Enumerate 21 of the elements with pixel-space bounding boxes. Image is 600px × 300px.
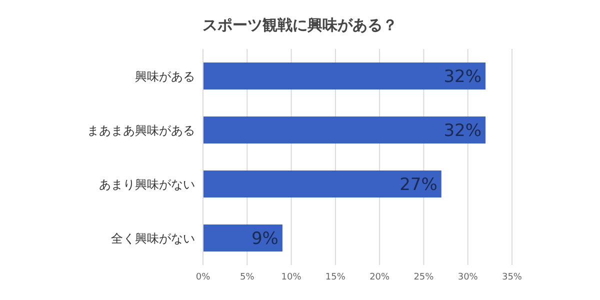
y-tick-label: 全く興味がない xyxy=(111,231,195,246)
data-label: 32% xyxy=(444,67,482,87)
data-label: 9% xyxy=(251,229,278,249)
x-tick-label: 15% xyxy=(325,272,346,282)
chart-title: スポーツ観戦に興味がある？ xyxy=(202,15,398,36)
bar xyxy=(203,116,486,144)
bar xyxy=(203,224,282,252)
x-tick-label: 20% xyxy=(370,272,390,282)
y-tick-label: まあまあ興味がある xyxy=(87,123,195,138)
x-tick-label: 0% xyxy=(196,272,211,282)
data-label: 32% xyxy=(444,121,482,141)
y-tick-label: あまり興味がない xyxy=(99,177,195,192)
data-label: 27% xyxy=(400,175,438,195)
bar xyxy=(203,62,486,90)
x-tick-label: 10% xyxy=(281,272,302,282)
x-tick-label: 5% xyxy=(240,272,255,282)
x-tick-label: 30% xyxy=(458,272,478,282)
x-tick-label: 25% xyxy=(414,272,434,282)
x-tick-label: 35% xyxy=(502,272,522,282)
y-tick-label: 興味がある xyxy=(135,69,195,84)
bar xyxy=(203,170,442,198)
